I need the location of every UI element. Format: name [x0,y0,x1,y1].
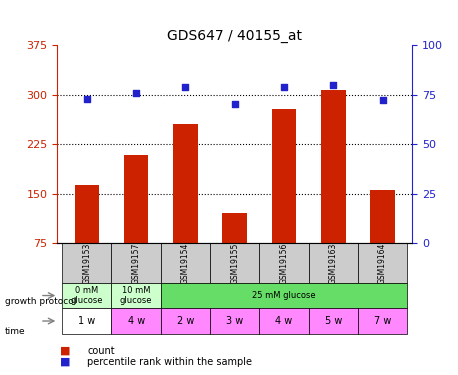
Text: growth protocol: growth protocol [5,297,76,306]
Bar [124,155,148,293]
Bar [223,213,247,293]
FancyBboxPatch shape [62,243,111,283]
Text: GSM19154: GSM19154 [181,242,190,284]
FancyBboxPatch shape [161,243,210,283]
Text: 3 w: 3 w [226,316,243,326]
FancyBboxPatch shape [358,308,407,334]
Point [132,90,140,96]
FancyBboxPatch shape [161,283,407,308]
FancyBboxPatch shape [111,243,161,283]
Text: 0 mM
glucose: 0 mM glucose [71,286,103,305]
Text: ■: ■ [60,346,70,355]
FancyBboxPatch shape [358,243,407,283]
Text: 2 w: 2 w [177,316,194,326]
Text: time: time [5,327,25,336]
Bar [75,185,99,293]
Point [231,102,239,108]
FancyBboxPatch shape [309,243,358,283]
Text: GSM19153: GSM19153 [82,242,91,284]
Text: percentile rank within the sample: percentile rank within the sample [87,357,252,367]
FancyBboxPatch shape [210,243,259,283]
Text: GSM19163: GSM19163 [329,242,338,284]
Text: ■: ■ [60,357,70,367]
Point [280,84,288,90]
Text: 5 w: 5 w [325,316,342,326]
Text: 7 w: 7 w [374,316,391,326]
FancyBboxPatch shape [62,283,111,308]
FancyBboxPatch shape [111,308,161,334]
Bar [371,190,395,293]
Bar [272,109,296,293]
Text: 25 mM glucose: 25 mM glucose [252,291,316,300]
Text: count: count [87,346,114,355]
Text: 1 w: 1 w [78,316,95,326]
FancyBboxPatch shape [111,283,161,308]
Point [379,98,386,104]
Bar [321,90,346,293]
Point [330,82,337,88]
FancyBboxPatch shape [309,308,358,334]
Point [182,84,189,90]
FancyBboxPatch shape [210,308,259,334]
FancyBboxPatch shape [259,308,309,334]
FancyBboxPatch shape [62,308,111,334]
Text: GSM19157: GSM19157 [131,242,141,284]
Text: 4 w: 4 w [127,316,145,326]
Point [83,96,91,102]
Text: 4 w: 4 w [275,316,293,326]
Text: GSM19155: GSM19155 [230,242,239,284]
Title: GDS647 / 40155_at: GDS647 / 40155_at [167,28,302,43]
FancyBboxPatch shape [259,243,309,283]
Text: GSM19156: GSM19156 [279,242,289,284]
FancyBboxPatch shape [161,308,210,334]
Bar [173,124,198,293]
Text: 10 mM
glucose: 10 mM glucose [120,286,153,305]
Text: GSM19164: GSM19164 [378,242,387,284]
